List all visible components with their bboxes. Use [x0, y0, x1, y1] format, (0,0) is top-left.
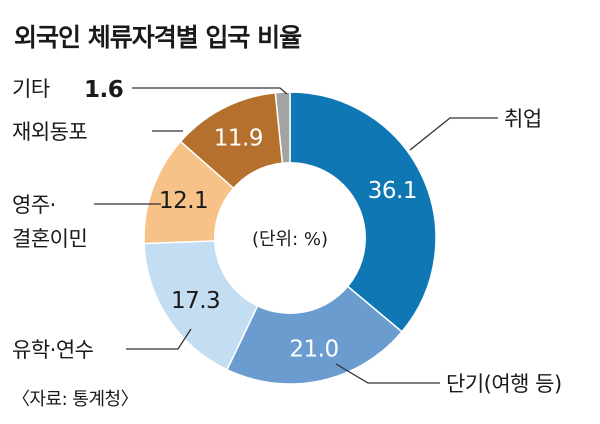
value-label-other: 1.6	[84, 77, 123, 103]
leader-line-study	[126, 328, 192, 350]
leader-lines	[94, 87, 498, 384]
value-label-short-term: 21.0	[289, 336, 338, 362]
category-label-employment: 취업	[504, 107, 542, 131]
source-note: 〈자료: 통계청〉	[12, 389, 138, 410]
donut-hole	[214, 162, 366, 314]
leader-line-short-term	[335, 363, 440, 384]
value-labels: 36.1 21.0 17.3 12.1 11.9 1.6	[84, 77, 418, 362]
category-label-residency-marriage: 영주· 결혼이민	[12, 193, 87, 251]
category-label-other: 기타	[12, 77, 50, 101]
value-label-employment: 36.1	[368, 178, 417, 204]
leader-line-employment	[409, 117, 498, 151]
slice-short-term	[226, 236, 403, 385]
value-label-overseas-korean: 11.9	[214, 126, 263, 152]
slice-employment	[289, 91, 437, 333]
category-label-short-term: 단기(여행 등)	[446, 372, 562, 396]
category-label-overseas-korean: 재외동포	[12, 120, 87, 144]
leader-line-other	[132, 87, 288, 95]
chart-title: 외국인 체류자격별 입국 비율	[14, 23, 302, 52]
unit-label: (단위: %)	[252, 229, 328, 250]
category-label-study: 유학·연수	[12, 338, 94, 362]
value-label-residency-marriage: 12.1	[159, 188, 208, 214]
value-label-study: 17.3	[171, 288, 220, 314]
